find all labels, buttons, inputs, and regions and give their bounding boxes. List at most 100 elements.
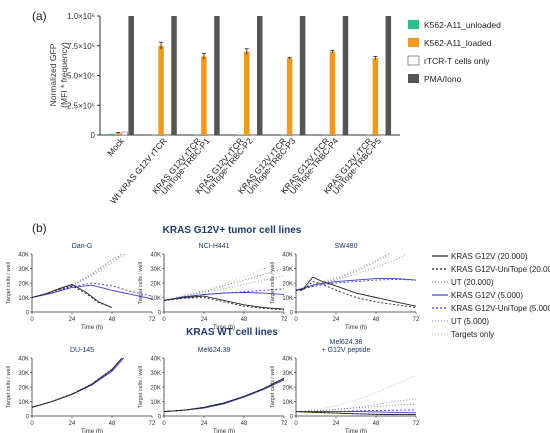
legend-label: KRAS G12V (5.000) bbox=[451, 291, 523, 300]
x-tick-label: 72 bbox=[149, 317, 156, 323]
x-tick-label: 48 bbox=[241, 317, 248, 323]
bar bbox=[366, 134, 372, 136]
bar bbox=[207, 134, 214, 136]
x-tick-label: 24 bbox=[69, 317, 76, 323]
line-chart-mel624-38: Mel624.38 0 10K 20K 30K 40K 0 24 48 72 Time (h) Tar… bbox=[138, 347, 288, 433]
series-line bbox=[31, 253, 123, 298]
y-tick-label: 30K bbox=[150, 371, 161, 377]
bar bbox=[164, 134, 171, 136]
line-chart-nci-h441: NCI-H441 0 10K 20K 30K 40K 0 24 48 72 Time (h) Targ… bbox=[138, 243, 288, 331]
y-axis-label: Target cells / well bbox=[270, 262, 276, 304]
series-line bbox=[163, 377, 285, 413]
legend-swatch bbox=[408, 74, 419, 83]
y-tick-label: 20K bbox=[282, 282, 293, 288]
y-tick-label: 0 bbox=[91, 131, 96, 140]
y-tick-label: 20K bbox=[282, 386, 293, 392]
bar bbox=[121, 131, 128, 136]
x-tick-label: 24 bbox=[333, 317, 340, 323]
x-tick-label: 0 bbox=[294, 421, 298, 427]
series-line bbox=[31, 357, 125, 408]
series-line bbox=[31, 285, 113, 309]
x-tick-label: 48 bbox=[373, 421, 380, 427]
x-tick-label: 0 bbox=[294, 317, 298, 323]
x-tick-label: 24 bbox=[69, 421, 76, 427]
bar bbox=[237, 134, 243, 135]
legend-swatch bbox=[407, 55, 420, 66]
y-tick-label: 40K bbox=[282, 357, 293, 363]
chart-title: Mel624.38 bbox=[330, 339, 363, 346]
y-axis-label: Normalized GFP bbox=[48, 43, 58, 106]
x-tick-label: 48 bbox=[241, 421, 248, 427]
y-tick-label: 40K bbox=[150, 253, 161, 259]
bar bbox=[280, 134, 286, 136]
section-title-g12v: KRAS G12V+ tumor cell lines bbox=[163, 225, 302, 236]
y-tick-label: 30K bbox=[18, 371, 29, 377]
line-legend: KRAS G12V (20.000) KRAS G12V-UniTope (20.… bbox=[432, 252, 550, 339]
x-tick-label: 24 bbox=[201, 317, 208, 323]
bar bbox=[329, 51, 336, 136]
panel-b-label: (b) bbox=[32, 221, 47, 235]
y-axis-label: (MFI * frequency) bbox=[59, 42, 69, 108]
x-axis-label: Time (h) bbox=[81, 429, 103, 433]
series-line bbox=[163, 288, 285, 301]
series-line bbox=[295, 403, 417, 413]
bar-legend: K562-A11_unloaded K562-A11_loaded rTCR-T c… bbox=[407, 20, 501, 84]
x-tick-label: 24 bbox=[201, 421, 208, 427]
legend-label: K562-A11_loaded bbox=[424, 38, 492, 48]
legend-swatch bbox=[408, 20, 419, 29]
x-tick-label: 0 bbox=[30, 421, 34, 427]
chart-title: NCI-H441 bbox=[198, 243, 229, 250]
y-tick-label: 10K bbox=[282, 296, 293, 302]
line-chart-du-145: DU-145 0 10K 20K 30K 40K 0 24 48 72 Time (h) Target… bbox=[6, 347, 156, 433]
legend-swatch bbox=[408, 38, 419, 47]
y-tick-label: 20K bbox=[150, 282, 161, 288]
y-tick-label: 30K bbox=[150, 267, 161, 273]
bar bbox=[194, 134, 201, 136]
bar bbox=[171, 16, 177, 135]
series-line bbox=[296, 411, 417, 414]
y-axis-label: Target cells / well bbox=[6, 262, 12, 304]
legend-label: rTCR-T cells only bbox=[424, 56, 490, 66]
series-line bbox=[31, 357, 123, 408]
y-tick-label: 0 bbox=[158, 311, 162, 317]
chart-title: + G12V peptide bbox=[322, 347, 371, 354]
y-tick-label: 7.5×10⁵ bbox=[67, 42, 95, 51]
y-tick-label: 30K bbox=[282, 267, 293, 273]
x-tick-label: 0 bbox=[162, 317, 166, 323]
x-axis-label: Time (h) bbox=[213, 325, 235, 331]
x-tick-label: 48 bbox=[109, 421, 116, 427]
y-tick-label: 40K bbox=[150, 357, 161, 363]
y-tick-label: 20K bbox=[18, 282, 29, 288]
bar bbox=[158, 45, 164, 135]
series-line bbox=[163, 377, 285, 413]
series-line bbox=[163, 291, 285, 301]
line-chart-sw480: SW480 0 10K 20K 30K 40K 0 24 48 72 Time (h) Target … bbox=[270, 243, 420, 331]
bar bbox=[385, 16, 392, 135]
line-chart-dan-g: Dan-G 0 10K 20K 30K 40K 0 24 48 72 Time (h) Target … bbox=[6, 243, 156, 331]
bar bbox=[378, 134, 385, 136]
bar bbox=[214, 16, 220, 135]
y-tick-label: 20K bbox=[150, 386, 161, 392]
chart-title: Dan-G bbox=[72, 243, 93, 250]
x-tick-label: 72 bbox=[281, 317, 288, 323]
legend-label: UT (20.000) bbox=[451, 278, 494, 287]
line-charts: Dan-G 0 10K 20K 30K 40K 0 24 48 72 Time (h) Target … bbox=[6, 243, 420, 433]
series-line bbox=[163, 379, 285, 413]
y-tick-label: 0 bbox=[158, 415, 162, 421]
series-line bbox=[163, 297, 285, 311]
y-axis-label: Target cells / well bbox=[6, 366, 12, 408]
y-tick-label: 40K bbox=[18, 253, 29, 259]
series-line bbox=[163, 378, 285, 413]
legend-label: UT (5.000) bbox=[451, 317, 489, 326]
series-line bbox=[295, 253, 390, 291]
y-axis-label: Target cells / well bbox=[270, 366, 276, 408]
x-tick-label: 72 bbox=[281, 421, 288, 427]
series-line bbox=[163, 259, 285, 301]
y-tick-label: 0 bbox=[290, 311, 294, 317]
y-tick-label: 10K bbox=[150, 400, 161, 406]
bar bbox=[372, 58, 379, 136]
x-axis-label: Time (h) bbox=[345, 325, 367, 331]
y-tick-label: 1.0×10⁶ bbox=[67, 12, 95, 21]
bar bbox=[128, 16, 134, 135]
panel-a-label: (a) bbox=[32, 9, 47, 23]
